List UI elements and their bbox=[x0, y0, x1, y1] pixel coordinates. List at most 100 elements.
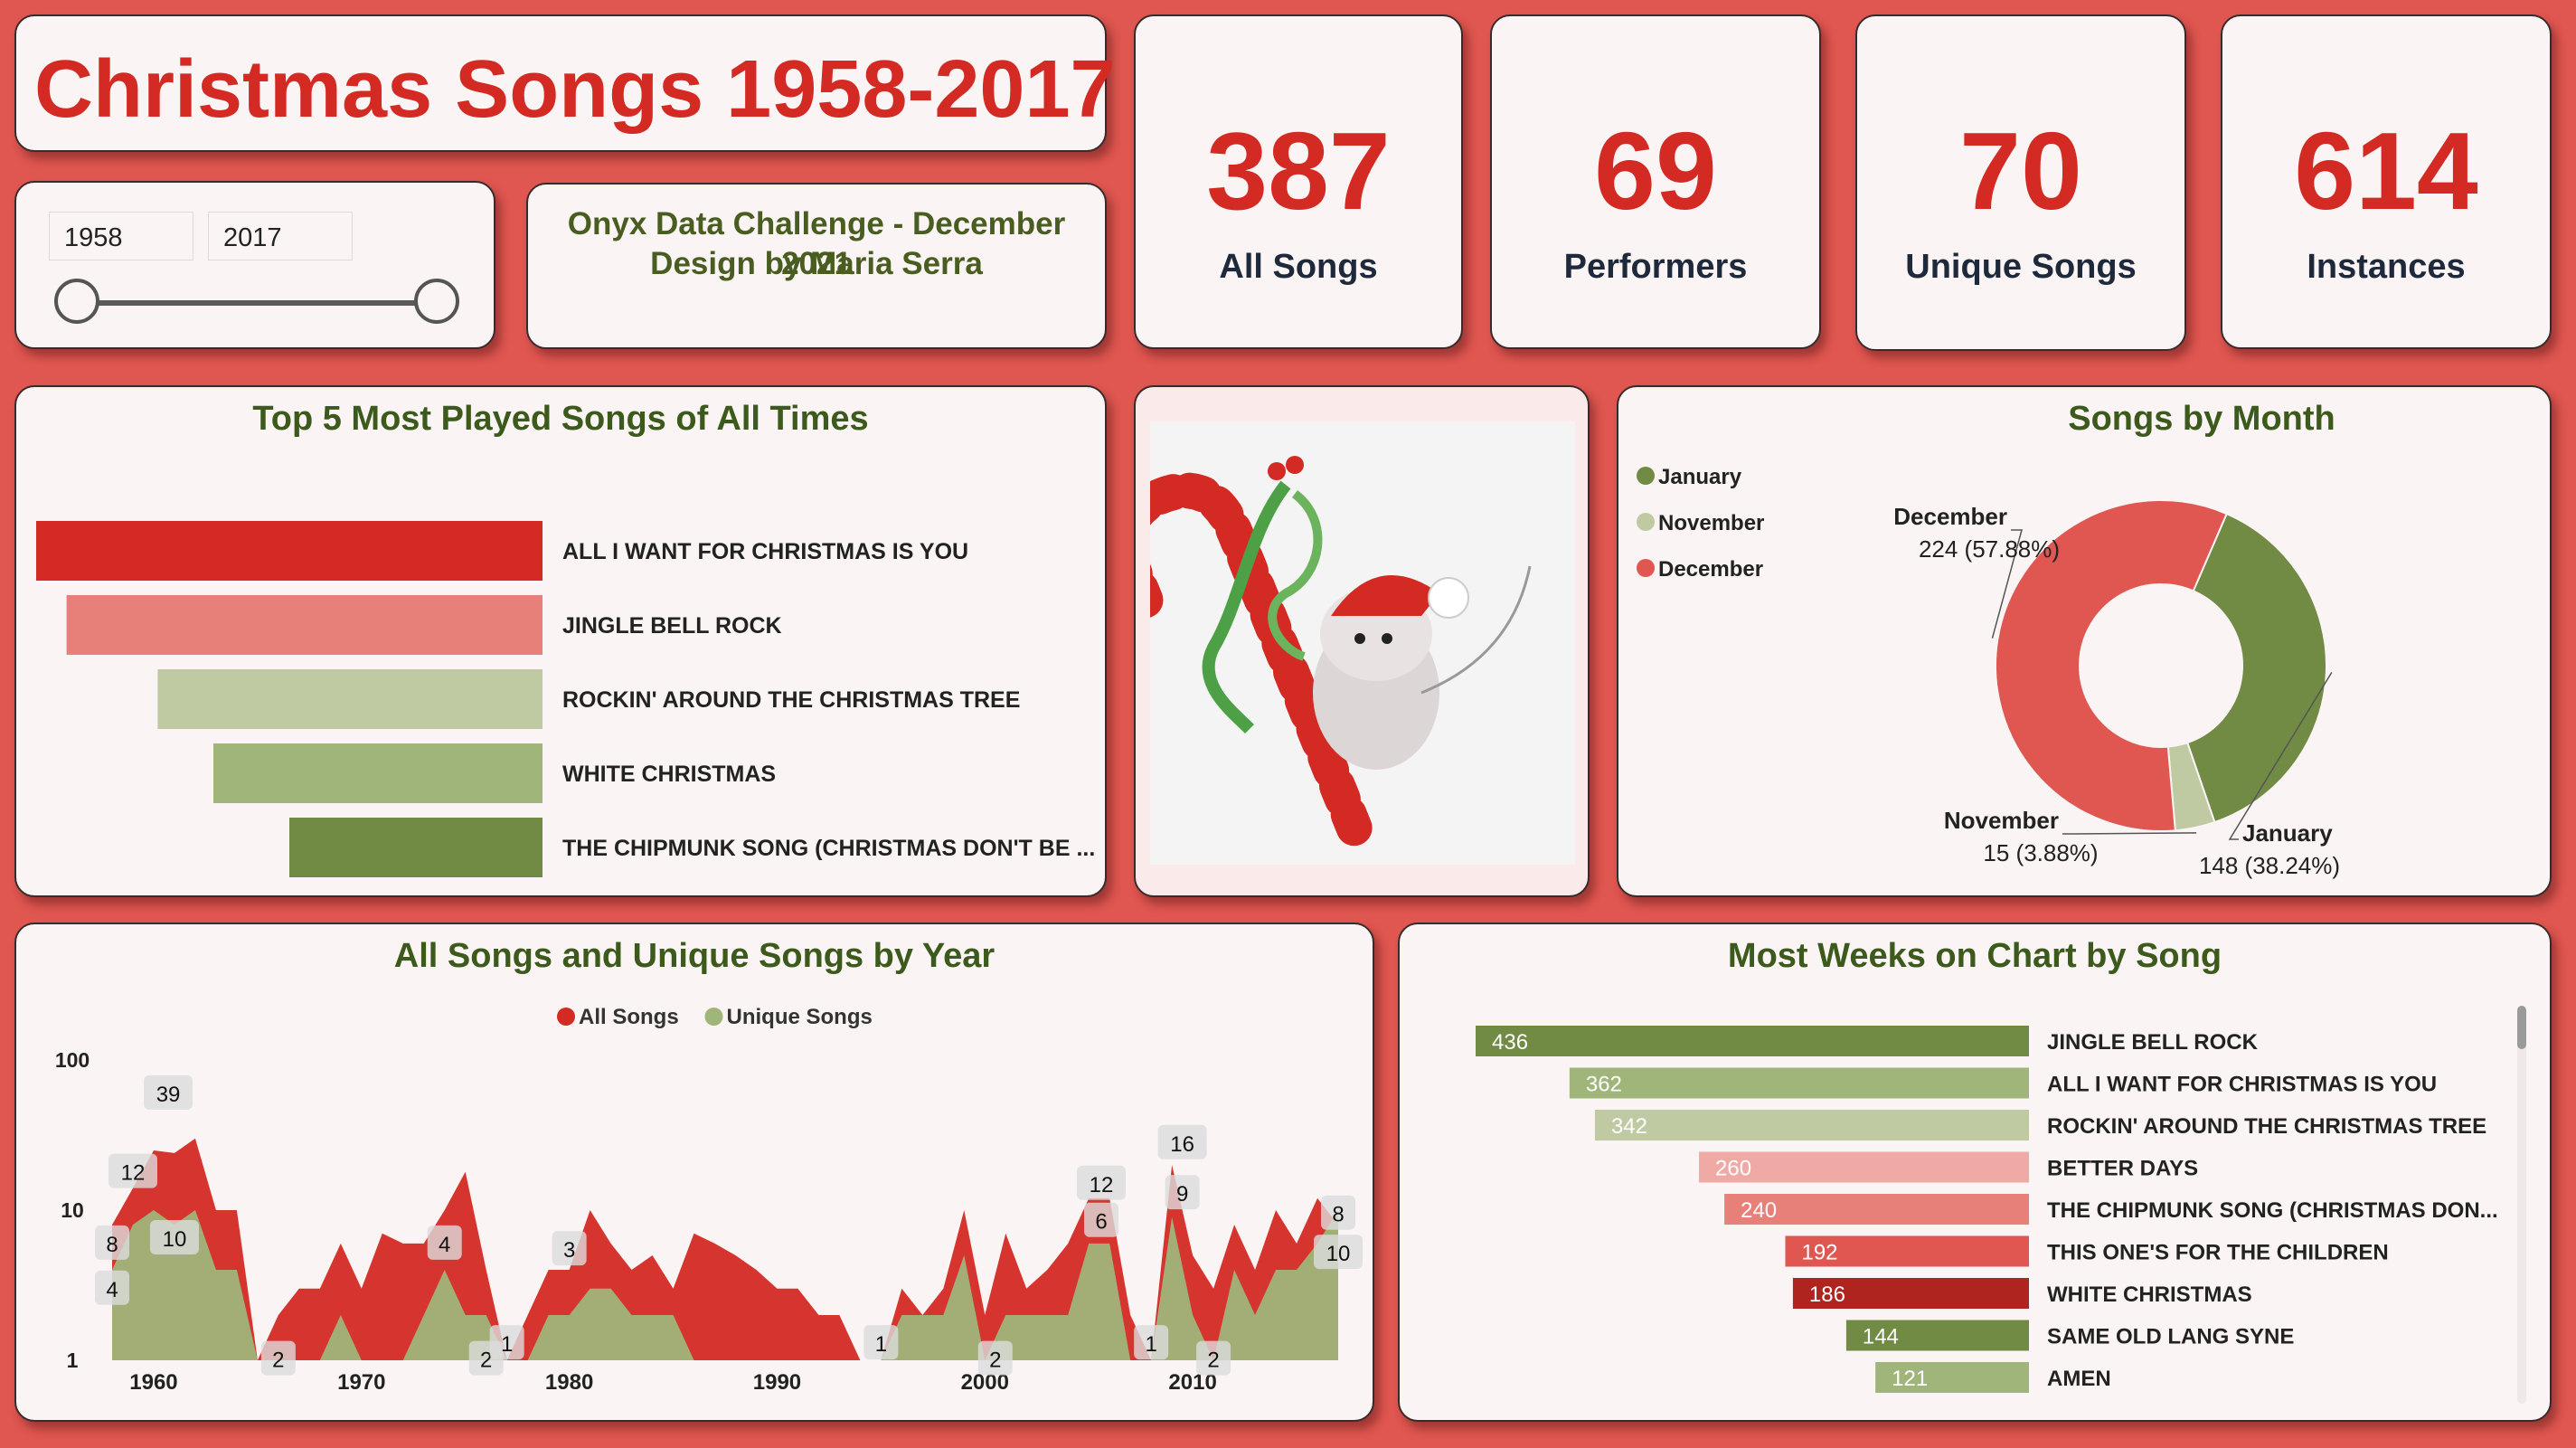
leader-line bbox=[2062, 832, 2197, 835]
top5-bar[interactable] bbox=[66, 595, 543, 655]
weeks-bar[interactable] bbox=[1594, 1110, 2029, 1140]
data-label-bg bbox=[552, 1231, 587, 1266]
legend-marker bbox=[557, 1008, 575, 1026]
challenge-credit: Onyx Data Challenge - December 2021 bbox=[567, 206, 1066, 281]
data-label-bg bbox=[1076, 1165, 1126, 1200]
top5-bar[interactable] bbox=[289, 818, 543, 877]
data-label-bg bbox=[427, 1225, 462, 1260]
leader-line bbox=[1991, 529, 2023, 639]
data-label-bg bbox=[144, 1074, 193, 1110]
data-label-bg bbox=[95, 1270, 129, 1305]
scrollbar-thumb[interactable] bbox=[2517, 1006, 2526, 1049]
weeks-bar[interactable] bbox=[1792, 1278, 2029, 1309]
area-series[interactable] bbox=[112, 1138, 1338, 1360]
candy-cane-mouse-image bbox=[1150, 421, 1575, 865]
weeks-bar-value: 240 bbox=[1741, 1198, 1777, 1223]
kpi-label: All Songs bbox=[1219, 248, 1378, 286]
data-label-bg bbox=[1165, 1175, 1200, 1210]
data-label-bg bbox=[149, 1220, 199, 1255]
data-label: 2 bbox=[272, 1349, 284, 1373]
leader-line bbox=[2228, 671, 2333, 840]
slider-end-handle[interactable] bbox=[414, 279, 459, 324]
kpi-value: 387 bbox=[1206, 109, 1391, 232]
kpi-performers: 69 Performers bbox=[1490, 14, 1821, 349]
weeks-bar-label: AMEN bbox=[2047, 1367, 2111, 1391]
month-card: Songs by Month January November December De… bbox=[1617, 385, 2552, 897]
x-tick-label: 1970 bbox=[337, 1370, 385, 1395]
kpi-label: Unique Songs bbox=[1905, 248, 2137, 286]
y-tick-label: 1 bbox=[67, 1349, 79, 1372]
weeks-bar[interactable] bbox=[1845, 1320, 2029, 1351]
kpi-label: Instances bbox=[2307, 248, 2466, 286]
data-label: 12 bbox=[1090, 1173, 1114, 1197]
slice-value: 148 (38.24%) bbox=[2199, 852, 2340, 879]
top5-bar-label: JINGLE BELL ROCK bbox=[562, 613, 782, 639]
weeks-bar[interactable] bbox=[1699, 1151, 2029, 1183]
data-label: 16 bbox=[1170, 1132, 1194, 1157]
y-tick-label: 10 bbox=[61, 1198, 84, 1222]
top5-bar-label: WHITE CHRISTMAS bbox=[562, 762, 776, 787]
slice-name: December bbox=[1893, 503, 2007, 530]
slice-name: November bbox=[1944, 807, 2059, 834]
data-label-bg bbox=[863, 1325, 899, 1360]
end-year-input[interactable]: 2017 bbox=[208, 212, 353, 260]
legend-label[interactable]: December bbox=[1658, 557, 1763, 582]
weeks-bar[interactable] bbox=[1569, 1067, 2029, 1099]
year-slicer[interactable]: 1958 2017 bbox=[14, 181, 495, 349]
legend-label[interactable]: January bbox=[1658, 465, 1742, 489]
data-label-bg bbox=[1134, 1325, 1169, 1360]
data-label: 8 bbox=[106, 1233, 118, 1257]
slice-name: January bbox=[2242, 819, 2333, 847]
image-card bbox=[1134, 385, 1590, 897]
weeks-bar[interactable] bbox=[1785, 1235, 2029, 1267]
month-title: Songs by Month bbox=[2068, 400, 2335, 438]
legend-label[interactable]: All Songs bbox=[579, 1005, 679, 1029]
weeks-bar-label: BETTER DAYS bbox=[2047, 1157, 2198, 1181]
data-label: 4 bbox=[106, 1278, 118, 1302]
kpi-unique-songs: 70 Unique Songs bbox=[1855, 14, 2186, 351]
x-tick-label: 1960 bbox=[129, 1370, 177, 1395]
data-label: 12 bbox=[121, 1161, 146, 1186]
weeks-bar-label: ALL I WANT FOR CHRISTMAS IS YOU bbox=[2047, 1073, 2437, 1097]
kpi-value: 70 bbox=[1959, 109, 2082, 232]
weeks-bar[interactable] bbox=[1724, 1194, 2029, 1225]
weeks-bar-value: 362 bbox=[1586, 1073, 1622, 1097]
legend-marker bbox=[1637, 467, 1655, 485]
data-label: 1 bbox=[501, 1332, 513, 1357]
kpi-value: 69 bbox=[1594, 109, 1717, 232]
title-card: Christmas Songs 1958-2017 bbox=[14, 14, 1116, 152]
scrollbar[interactable] bbox=[2517, 1006, 2526, 1404]
kpi-value: 614 bbox=[2294, 109, 2478, 232]
slider-start-handle[interactable] bbox=[54, 279, 99, 324]
data-label-bg bbox=[1157, 1124, 1207, 1159]
data-label: 9 bbox=[1176, 1182, 1188, 1207]
data-label: 10 bbox=[163, 1227, 187, 1252]
top5-bar[interactable] bbox=[213, 743, 543, 803]
data-label: 2 bbox=[989, 1349, 1001, 1373]
area-series[interactable] bbox=[112, 1210, 1338, 1360]
year-area-chart: All Songs Unique Songs 100 10 1 1960 1970 1980 1… bbox=[55, 1005, 1363, 1395]
kpi-instances: 614 Instances bbox=[2221, 14, 2552, 349]
legend-label[interactable]: Unique Songs bbox=[727, 1005, 873, 1029]
data-label: 2 bbox=[1207, 1349, 1219, 1373]
start-year-input[interactable]: 1958 bbox=[49, 212, 193, 260]
donut-slice[interactable] bbox=[1995, 499, 2228, 832]
data-label: 2 bbox=[480, 1349, 492, 1373]
slider-track[interactable] bbox=[80, 300, 432, 306]
top5-bar-label: ALL I WANT FOR CHRISTMAS IS YOU bbox=[562, 539, 968, 564]
top5-bar[interactable] bbox=[36, 521, 543, 581]
credits-card: Onyx Data Challenge - December 2021 Desi… bbox=[526, 183, 1107, 349]
data-label: 10 bbox=[1326, 1242, 1351, 1266]
slice-value: 15 (3.88%) bbox=[1983, 839, 2098, 866]
top5-bar-label: THE CHIPMUNK SONG (CHRISTMAS DON'T BE ..… bbox=[562, 836, 1095, 861]
data-label: 6 bbox=[1095, 1210, 1107, 1235]
legend-label[interactable]: November bbox=[1658, 511, 1764, 535]
donut-slice[interactable] bbox=[2185, 512, 2327, 824]
data-label: 4 bbox=[439, 1233, 450, 1257]
top5-bar[interactable] bbox=[157, 669, 543, 729]
weeks-bar[interactable] bbox=[1476, 1026, 2029, 1056]
weeks-bar-label: ROCKIN' AROUND THE CHRISTMAS TREE bbox=[2047, 1114, 2486, 1139]
weeks-bar-label: JINGLE BELL ROCK bbox=[2047, 1030, 2259, 1055]
data-label-bg bbox=[1314, 1235, 1363, 1270]
weeks-bar[interactable] bbox=[1875, 1362, 2029, 1393]
